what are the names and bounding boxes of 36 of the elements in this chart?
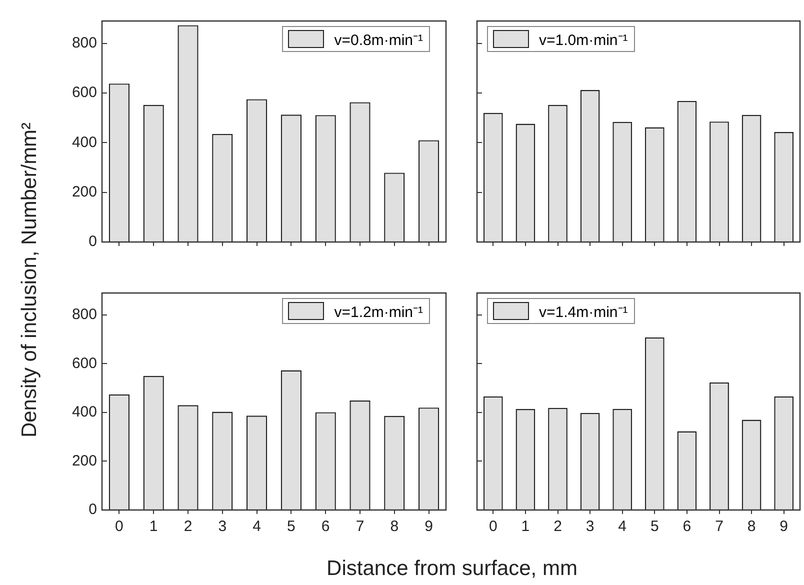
x-tick-label: 6	[321, 518, 330, 536]
x-tick-label: 3	[586, 518, 594, 536]
x-tick-label: 1	[149, 518, 158, 536]
y-axis-title: Density of inclusion, Number/mm²	[18, 122, 42, 438]
y-tick-label: 200	[72, 183, 97, 200]
x-tick-label: 2	[554, 518, 562, 536]
x-tick-label: 0	[115, 518, 124, 536]
legend-label: v=1.4m·min⁻¹	[539, 303, 628, 321]
legend-label: v=1.2m·min⁻¹	[334, 303, 423, 321]
x-tick-label: 4	[252, 518, 261, 536]
y-tick-label: 400	[72, 134, 97, 151]
x-tick-label: 7	[715, 518, 724, 536]
x-tick-label: 8	[390, 518, 399, 536]
y-tick-label: 800	[72, 34, 97, 52]
y-tick-label: 200	[72, 452, 97, 470]
x-tick-label: 3	[218, 518, 227, 536]
y-tick-label: 800	[72, 306, 97, 324]
y-tick-label: 0	[88, 501, 97, 518]
y-tick-label: 0	[88, 233, 97, 250]
x-tick-label: 0	[488, 518, 498, 536]
x-tick-label: 5	[287, 518, 296, 536]
y-tick-label: 600	[72, 354, 97, 372]
x-tick-label: 2	[184, 518, 192, 536]
x-tick-label: 6	[682, 518, 692, 536]
x-tick-label: 5	[650, 518, 659, 536]
x-tick-label: 9	[780, 518, 788, 536]
y-tick-label: 600	[72, 84, 97, 102]
y-tick-label: 400	[72, 404, 97, 421]
x-tick-label: 1	[521, 518, 530, 536]
x-tick-label: 8	[747, 518, 756, 536]
x-axis-title: Distance from surface, mm	[326, 557, 578, 581]
legend-label: v=0.8m·min⁻¹	[334, 31, 423, 49]
x-tick-label: 4	[618, 518, 627, 536]
x-tick-label: 7	[356, 518, 364, 536]
legend-label: v=1.0m·min⁻¹	[539, 31, 628, 49]
x-tick-label: 9	[424, 518, 433, 536]
